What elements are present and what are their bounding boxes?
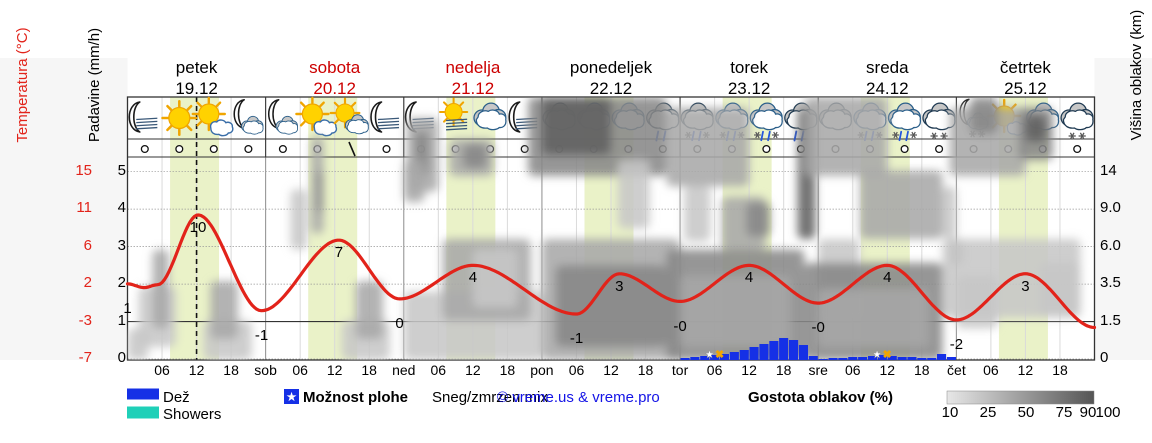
svg-text:✖: ✖ xyxy=(882,349,891,361)
svg-text:★: ★ xyxy=(872,349,882,361)
svg-text:✖: ✖ xyxy=(715,349,724,361)
svg-text:★: ★ xyxy=(705,349,715,361)
svg-text:★: ★ xyxy=(287,392,297,404)
